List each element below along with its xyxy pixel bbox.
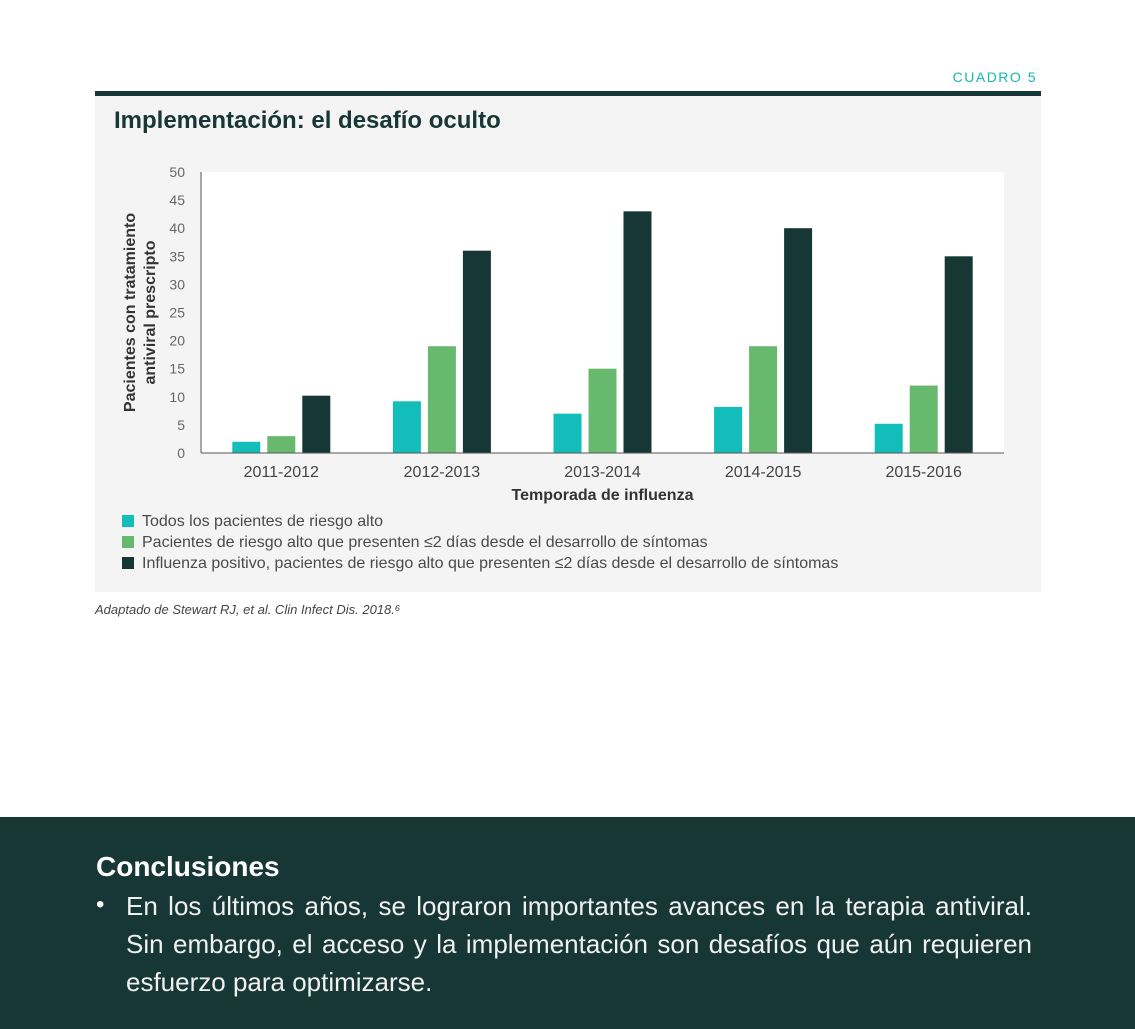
- bar-2013-2014-series-3: [623, 211, 652, 453]
- conclusions-text: En los últimos años, se lograron importa…: [126, 891, 1032, 997]
- bar-chart: Pacientes con tratamiento antiviral presc…: [122, 164, 1004, 504]
- bar-2015-2016-series-2: [909, 385, 938, 453]
- y-tick-label: 10: [169, 389, 185, 405]
- legend-item: Influenza positivo, pacientes de riesgo …: [122, 553, 838, 574]
- legend-label: Pacientes de riesgo alto que presenten ≤…: [142, 534, 708, 551]
- bar-2013-2014-series-1: [553, 413, 582, 453]
- x-tick-label: 2014-2015: [725, 464, 802, 481]
- x-tick-label: 2011-2012: [244, 464, 319, 481]
- bar-2011-2012-series-3: [302, 395, 331, 453]
- legend-swatch: [122, 536, 134, 548]
- y-axis-label-line: Pacientes con tratamiento: [122, 213, 139, 412]
- conclusions-title: Conclusiones: [96, 851, 280, 882]
- legend-item: Todos los pacientes de riesgo alto: [122, 511, 838, 532]
- x-axis-label: Temporada de influenza: [512, 487, 694, 504]
- legend-label: Influenza positivo, pacientes de riesgo …: [142, 555, 839, 572]
- y-tick-label: 20: [169, 333, 185, 349]
- legend-swatch: [122, 557, 134, 569]
- y-tick-label: 5: [177, 417, 185, 433]
- box-label: CUADRO 5: [952, 69, 1037, 85]
- y-tick-label: 35: [169, 248, 185, 264]
- y-axis-ticks: 0 5 10 15 20 25 30 35 40 45 50: [169, 164, 185, 461]
- x-tick-label: 2015-2016: [885, 464, 962, 481]
- bar-2012-2013-series-1: [392, 401, 421, 453]
- y-tick-label: 25: [169, 305, 185, 321]
- legend-swatch: [122, 515, 134, 527]
- bar-2012-2013-series-2: [427, 346, 456, 453]
- bar-2011-2012-series-1: [232, 441, 261, 453]
- x-tick-label: 2013-2014: [564, 464, 641, 481]
- x-axis-ticks: 2011-2012 2012-2013 2013-2014 2014-2015 2015…: [244, 464, 962, 481]
- bullet-marker: •: [96, 891, 105, 918]
- y-tick-label: 45: [169, 192, 185, 208]
- source-citation: Adaptado de Stewart RJ, et al. Clin Infe…: [95, 602, 401, 617]
- bar-2012-2013-series-3: [462, 250, 491, 453]
- y-tick-label: 50: [169, 164, 185, 180]
- bar-2015-2016-series-1: [874, 423, 903, 453]
- chart-panel: Implementación: el desafío oculto Pacien…: [95, 91, 1041, 592]
- y-axis-label: Pacientes con tratamiento antiviral presc…: [122, 213, 159, 412]
- y-tick-label: 0: [177, 445, 185, 461]
- chart-title: Implementación: el desafío oculto: [114, 107, 501, 134]
- chart-legend: Todos los pacientes de riesgo alto Pacien…: [122, 511, 838, 574]
- y-tick-label: 30: [169, 276, 185, 292]
- legend-item: Pacientes de riesgo alto que presenten ≤…: [122, 532, 838, 553]
- y-axis-label-line: antiviral prescripto: [142, 240, 159, 384]
- y-tick-label: 15: [169, 361, 185, 377]
- bar-2013-2014-series-2: [588, 368, 617, 453]
- bars: [232, 211, 973, 453]
- bar-2015-2016-series-3: [944, 256, 973, 453]
- y-tick-label: 40: [169, 220, 185, 236]
- bar-2014-2015-series-2: [749, 346, 778, 453]
- conclusions-section: Conclusiones • En los últimos años, se l…: [0, 817, 1135, 1029]
- bar-2014-2015-series-1: [714, 406, 743, 453]
- bar-2011-2012-series-2: [267, 436, 296, 453]
- bar-2014-2015-series-3: [784, 228, 813, 453]
- x-tick-label: 2012-2013: [404, 464, 481, 481]
- axes: [200, 172, 1004, 454]
- legend-label: Todos los pacientes de riesgo alto: [142, 513, 384, 530]
